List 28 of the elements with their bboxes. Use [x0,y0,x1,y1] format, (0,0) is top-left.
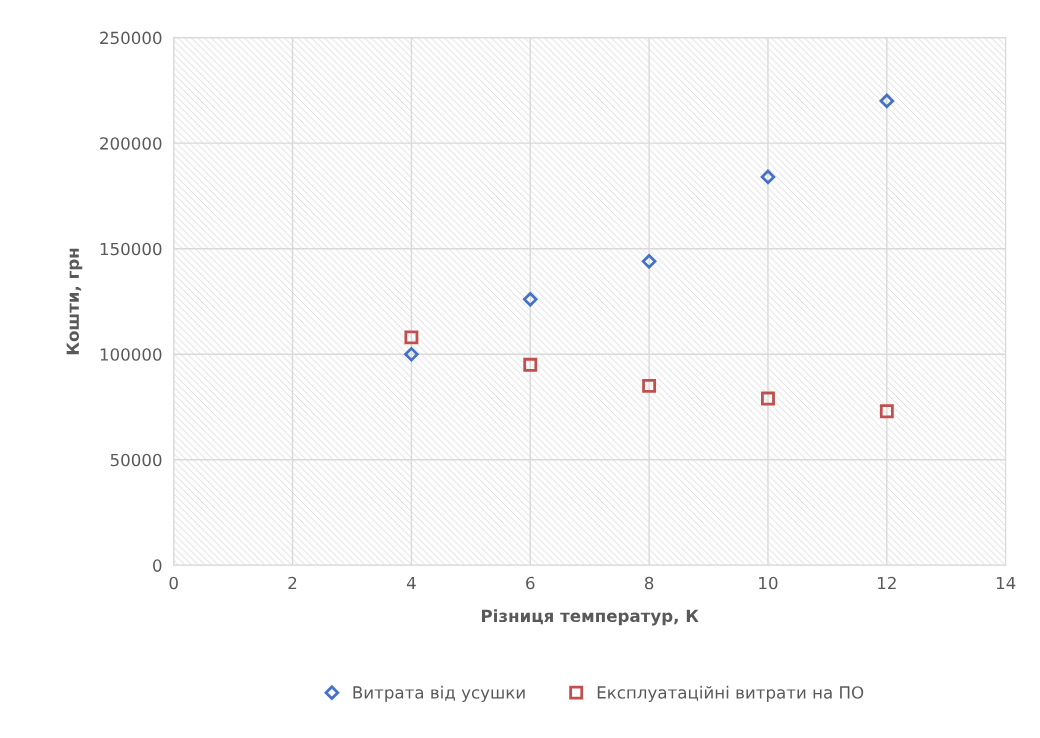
point [404,346,419,362]
y-tick-label: 200000 [100,137,162,150]
x-tick-label: 6 [526,576,535,590]
x-tick-label: 10 [759,576,778,590]
point [760,169,776,185]
point [879,404,894,419]
y-tick-label: 250000 [100,31,162,45]
point [641,254,657,269]
y-axis-title: Кошти, грн [66,248,83,355]
legend-label: Витрата від усушки [353,685,525,702]
point [522,292,538,307]
x-tick-label: 14 [996,576,1016,590]
y-tick-label: 0 [153,559,162,572]
legend-label: Експлуатаційні витрати на ПО [597,685,864,702]
y-tick-label: 150000 [100,242,162,256]
x-tick-label: 4 [406,576,416,590]
point [404,330,419,345]
point [879,93,895,109]
x-axis-title: Різниця температур, К [481,609,699,626]
y-tick-label: 100000 [100,348,162,361]
point [523,357,538,372]
x-tick-label: 8 [644,576,654,590]
x-tick-label: 0 [169,576,178,590]
point [642,378,657,393]
x-tick-label: 12 [878,576,896,590]
y-tick-label: 50000 [110,453,162,467]
x-tick-label: 2 [288,576,297,590]
point [761,391,775,406]
